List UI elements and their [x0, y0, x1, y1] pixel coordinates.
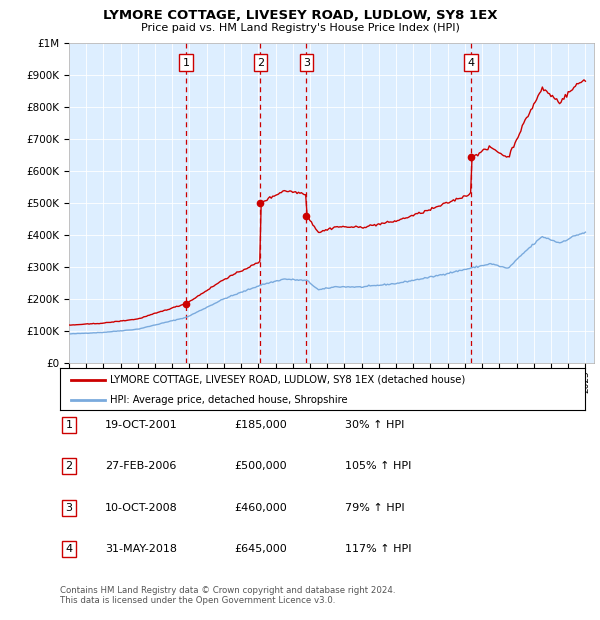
- Text: Contains HM Land Registry data © Crown copyright and database right 2024.
This d: Contains HM Land Registry data © Crown c…: [60, 586, 395, 605]
- Text: HPI: Average price, detached house, Shropshire: HPI: Average price, detached house, Shro…: [110, 395, 347, 405]
- Text: 117% ↑ HPI: 117% ↑ HPI: [345, 544, 412, 554]
- Text: £460,000: £460,000: [234, 503, 287, 513]
- Text: 31-MAY-2018: 31-MAY-2018: [105, 544, 177, 554]
- Text: 30% ↑ HPI: 30% ↑ HPI: [345, 420, 404, 430]
- Text: 105% ↑ HPI: 105% ↑ HPI: [345, 461, 412, 471]
- Text: 27-FEB-2006: 27-FEB-2006: [105, 461, 176, 471]
- Text: LYMORE COTTAGE, LIVESEY ROAD, LUDLOW, SY8 1EX (detached house): LYMORE COTTAGE, LIVESEY ROAD, LUDLOW, SY…: [110, 374, 465, 384]
- Text: £645,000: £645,000: [234, 544, 287, 554]
- Text: 1: 1: [65, 420, 73, 430]
- Text: 4: 4: [65, 544, 73, 554]
- Text: 19-OCT-2001: 19-OCT-2001: [105, 420, 178, 430]
- Text: 79% ↑ HPI: 79% ↑ HPI: [345, 503, 404, 513]
- Text: 1: 1: [182, 58, 190, 68]
- Text: 10-OCT-2008: 10-OCT-2008: [105, 503, 178, 513]
- Text: £500,000: £500,000: [234, 461, 287, 471]
- Text: 4: 4: [468, 58, 475, 68]
- Text: LYMORE COTTAGE, LIVESEY ROAD, LUDLOW, SY8 1EX: LYMORE COTTAGE, LIVESEY ROAD, LUDLOW, SY…: [103, 9, 497, 22]
- Text: 2: 2: [257, 58, 264, 68]
- Text: 3: 3: [303, 58, 310, 68]
- Text: £185,000: £185,000: [234, 420, 287, 430]
- Text: Price paid vs. HM Land Registry's House Price Index (HPI): Price paid vs. HM Land Registry's House …: [140, 23, 460, 33]
- Text: 2: 2: [65, 461, 73, 471]
- Text: 3: 3: [65, 503, 73, 513]
